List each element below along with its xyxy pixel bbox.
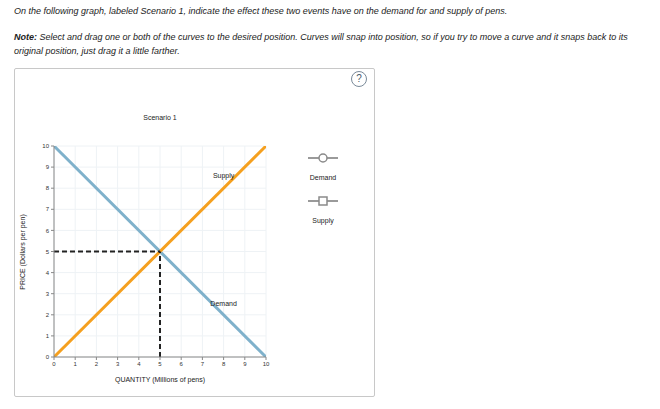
svg-text:7: 7: [46, 206, 50, 212]
svg-text:6: 6: [180, 361, 184, 367]
html-text:Demand: Demand: [309, 174, 337, 181]
html-text:Supply: Supply: [312, 217, 334, 224]
svg-text:2: 2: [46, 312, 50, 318]
svg-text:2: 2: [95, 361, 99, 367]
svg-text:Supply: Supply: [213, 172, 235, 180]
svg-text:0: 0: [52, 361, 56, 367]
svg-text:10: 10: [42, 143, 49, 149]
svg-text:Demand: Demand: [210, 300, 237, 307]
html-text:PRICE (Dollars per pen): PRICE (Dollars per pen): [18, 214, 26, 290]
svg-text:3: 3: [116, 361, 120, 367]
svg-text:5: 5: [158, 361, 162, 367]
svg-text:3: 3: [46, 291, 50, 297]
svg-text:7: 7: [201, 361, 205, 367]
svg-text:5: 5: [46, 249, 50, 255]
svg-text:6: 6: [46, 228, 50, 234]
svg-text:8: 8: [222, 361, 226, 367]
svg-text:9: 9: [46, 164, 50, 170]
svg-text:8: 8: [46, 185, 50, 191]
svg-text:4: 4: [46, 270, 50, 276]
html-text:Scenario 1: Scenario 1: [143, 114, 177, 121]
html-text:On the following graph, labele: On the following graph, labeled Scenario…: [14, 6, 508, 16]
svg-text:9: 9: [243, 361, 247, 367]
svg-text:10: 10: [263, 361, 270, 367]
svg-text:1: 1: [46, 333, 50, 339]
svg-text:4: 4: [137, 361, 141, 367]
html-text:Note: Select and drag one or b: Note: Select and drag one or both of the…: [14, 32, 628, 56]
svg-text:0: 0: [46, 354, 50, 360]
svg-text:1: 1: [74, 361, 78, 367]
html-text:QUANTITY (Millions of pens): QUANTITY (Millions of pens): [114, 376, 206, 383]
